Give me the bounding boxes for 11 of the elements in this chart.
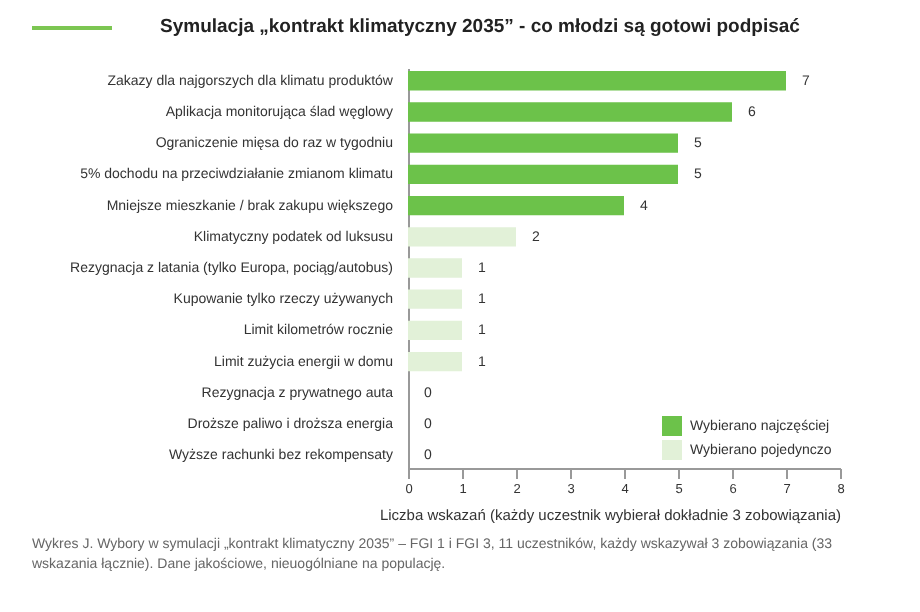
chart-title: Symulacja „kontrakt klimatyczny 2035” - co młodzi są gotowi podpisać: [160, 16, 800, 38]
bar: [408, 164, 678, 185]
bar: [408, 102, 732, 122]
bar: [408, 320, 462, 341]
bar: [408, 133, 678, 153]
bar: [408, 195, 624, 216]
bar: [408, 258, 462, 278]
bar: [408, 71, 786, 91]
bar: [408, 289, 462, 309]
bar: [408, 227, 516, 247]
bar: [408, 351, 462, 372]
